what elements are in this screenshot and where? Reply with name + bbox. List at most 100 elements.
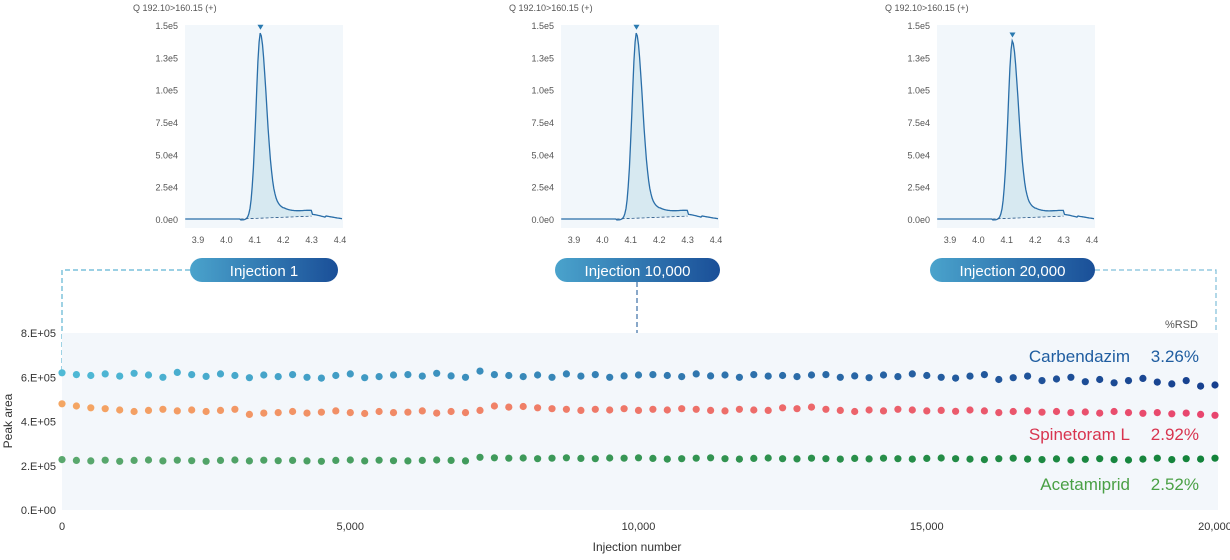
data-point [548,405,556,413]
data-point [404,457,412,465]
data-point [1110,407,1118,416]
data-point [173,407,181,415]
data-point [260,409,268,417]
data-point [923,371,931,380]
data-point [807,403,816,411]
data-point [1052,407,1061,416]
x-tick-label: 4.1 [625,235,638,245]
data-point [822,405,830,413]
data-point [346,409,354,417]
data-point [490,454,498,462]
data-point [505,403,513,411]
data-point [908,406,916,414]
data-point [894,405,902,413]
data-point [908,455,916,463]
data-point [1182,455,1190,463]
data-point [116,406,124,414]
data-point [1168,380,1176,388]
data-point [231,456,239,464]
data-point [404,408,412,416]
data-point [663,406,671,414]
data-point [562,370,571,378]
data-point [375,407,383,416]
peak-apex-marker-icon [257,24,264,30]
y-axis-label: Peak area [1,393,15,448]
injection-badge: Injection 10,000 [555,258,720,282]
data-point [577,454,585,462]
data-point [289,371,297,379]
data-point [116,457,124,465]
data-point [490,402,498,410]
y-tick-label: 2.5e4 [155,183,178,193]
data-point [952,407,960,415]
data-point [1197,455,1205,463]
data-point [879,407,888,415]
data-point [1153,409,1161,417]
series-rsd-value: 2.92% [1151,425,1199,444]
peak-area-fill [992,40,1064,220]
y-tick-label: 7.5e4 [907,118,930,128]
x-tick-label: 3.9 [568,235,581,245]
data-point [1024,407,1032,415]
data-point [750,371,758,379]
x-tick-label: 3.9 [944,235,957,245]
data-point [836,373,844,381]
data-point [1067,373,1075,381]
data-point [1139,409,1147,417]
data-point [1081,455,1089,463]
data-point [1038,456,1046,464]
badge-label: Injection 10,000 [585,263,691,280]
data-point [87,457,95,465]
x-tick-label: 4.4 [1086,235,1099,245]
data-point [274,409,282,417]
data-point [735,373,744,381]
y-tick-label: 7.5e4 [155,118,178,128]
data-point [303,373,311,381]
data-point [836,455,844,463]
data-point [721,371,729,379]
data-point [159,373,167,381]
data-point [923,407,931,415]
data-point [1211,411,1219,419]
data-point [1211,454,1219,462]
data-point [764,454,772,462]
data-point [159,457,167,465]
data-point [649,405,657,413]
data-point [1081,408,1089,416]
injection-badge: Injection 1 [190,258,338,282]
data-point [361,457,369,465]
data-point [1124,409,1133,417]
data-point [144,456,153,464]
data-point [1009,407,1017,416]
data-point [995,455,1003,463]
data-point [937,454,945,462]
data-point [130,456,138,464]
x-axis-label: Injection number [593,540,682,554]
rsd-header: %RSD [1165,319,1198,331]
data-point [245,374,253,382]
data-point [317,457,325,465]
data-point [937,373,945,381]
data-point [1110,379,1118,387]
data-point [1052,375,1061,383]
data-point [1211,381,1219,389]
data-point [461,373,470,381]
data-point [894,455,902,463]
x-tick-label: 15,000 [910,521,944,533]
data-point [389,457,398,465]
data-point [851,454,859,462]
data-point [130,407,138,416]
plot-background [62,333,1218,510]
data-point [879,454,888,462]
data-point [692,405,700,413]
data-point [793,373,801,381]
x-tick-label: 4.1 [249,235,262,245]
y-tick-label: 1.5e5 [531,21,554,31]
data-point [663,455,671,463]
data-point [606,373,614,381]
y-tick-label: 1.5e5 [907,21,930,31]
data-point [620,372,628,380]
data-point [216,370,225,378]
y-tick-label: 1.3e5 [531,53,554,63]
